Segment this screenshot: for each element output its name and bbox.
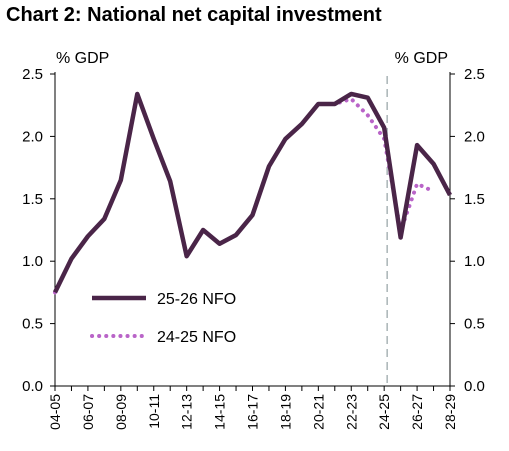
series-line-24-25-nfo <box>53 91 436 295</box>
x-tick-label: 10-11 <box>146 394 162 429</box>
y-tick-label-right: 0.5 <box>464 316 485 333</box>
chart-title: Chart 2: National net capital investment <box>6 4 382 26</box>
legend: 25-26 NFO 24-25 NFO <box>90 291 236 346</box>
y-tick-label-left: 2.0 <box>22 128 43 145</box>
y-tick-label-left: 0.5 <box>22 316 43 333</box>
x-tick-label: 08-09 <box>113 394 129 430</box>
x-tick-label: 12-13 <box>179 394 195 430</box>
y-unit-left: % GDP <box>56 50 109 67</box>
y-axis-left: 0.0 0.5 1.0 1.5 2.0 2.5 <box>22 66 56 395</box>
x-tick-label: 20-21 <box>310 394 326 430</box>
x-tick-label: 14-15 <box>212 394 228 430</box>
y-tick-label-left: 1.0 <box>22 253 43 270</box>
series-line-25-26-nfo <box>52 91 452 294</box>
x-tick-label: 18-19 <box>277 394 293 430</box>
legend-label: 24-25 NFO <box>157 329 236 346</box>
x-tick-label: 28-29 <box>442 394 458 430</box>
y-tick-label-right: 1.5 <box>464 191 485 208</box>
y-tick-label-right: 0.0 <box>464 378 485 395</box>
y-tick-label-right: 2.5 <box>464 66 485 83</box>
y-tick-label-left: 0.0 <box>22 378 43 395</box>
legend-label: 25-26 NFO <box>157 291 236 308</box>
y-tick-label-right: 1.0 <box>464 253 485 270</box>
y-axis-right: 0.0 0.5 1.0 1.5 2.0 2.5 <box>449 66 485 395</box>
x-tick-label: 16-17 <box>245 394 261 430</box>
x-tick-label: 24-25 <box>376 394 392 430</box>
y-tick-label-left: 1.5 <box>22 191 43 208</box>
x-tick-label: 04-05 <box>47 394 63 430</box>
x-axis: 04-05 06-07 08-09 10-11 12-13 14-15 16-17 18-19… <box>47 385 458 430</box>
y-unit-right: % GDP <box>395 50 448 67</box>
x-tick-label: 26-27 <box>409 394 425 430</box>
y-tick-label-left: 2.5 <box>22 66 43 83</box>
y-tick-label-right: 2.0 <box>464 128 485 145</box>
x-tick-label: 06-07 <box>80 394 96 430</box>
x-tick-label: 22-23 <box>343 394 359 430</box>
plot-area <box>52 76 452 386</box>
